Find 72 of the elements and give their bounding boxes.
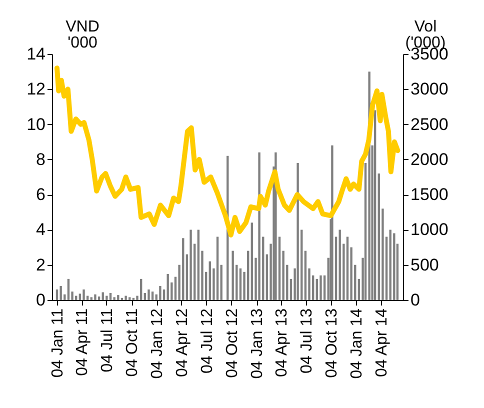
bar [78, 294, 82, 300]
y-tick-label: 4 [36, 220, 46, 240]
bar [182, 238, 184, 300]
y2-tick-label: 0 [410, 290, 420, 310]
bar [98, 296, 100, 300]
y2-tick-label: 3000 [410, 80, 448, 99]
bar [232, 250, 234, 300]
bar [128, 297, 131, 300]
x-tick-label: 04 Jul 12 [198, 308, 216, 374]
y-tick-label: 2 [36, 255, 46, 274]
x-tick-label: 04 Apr 12 [174, 308, 191, 377]
x-tick-label: 04 Oct 13 [324, 308, 341, 378]
bar [67, 278, 70, 300]
bar [208, 261, 211, 300]
bar [346, 236, 349, 300]
bar [151, 292, 154, 300]
bar [106, 296, 108, 300]
bar [140, 278, 142, 300]
bar [239, 268, 242, 300]
bar [124, 296, 127, 300]
bar [60, 286, 62, 300]
x-tick-label: 04 Apr 11 [74, 308, 92, 376]
bar [148, 289, 150, 300]
bar [190, 230, 192, 300]
y-tick-label: 0 [36, 290, 46, 310]
bar [56, 289, 58, 300]
bar [323, 275, 326, 300]
x-tick-label: 04 Jan 12 [149, 308, 166, 379]
bar [94, 294, 96, 300]
x-tick-label: 04 Jan 13 [249, 308, 266, 379]
y-tick-label: 14 [26, 44, 46, 64]
bar [117, 295, 120, 300]
bar [109, 292, 112, 300]
x-tick-label: 04 Jan 14 [348, 308, 366, 379]
bar [296, 162, 299, 300]
bar [247, 250, 250, 300]
bar [90, 297, 92, 300]
bar [82, 289, 85, 300]
y-tick-label: 6 [36, 185, 46, 204]
x-tick-label: 04 Oct 12 [224, 308, 241, 378]
y2-tick-label: 1000 [410, 220, 448, 240]
y-tick-label: 12 [26, 80, 46, 99]
y-tick-label: 10 [26, 114, 46, 134]
bar [144, 292, 146, 300]
x-tick-label: 04 Jul 11 [98, 308, 116, 372]
x-tick-label: 04 Oct 11 [124, 308, 142, 377]
bar [389, 230, 392, 300]
y2-tick-label: 1500 [410, 185, 448, 204]
x-tick-label: 04 Apr 14 [373, 308, 390, 377]
y-axis-title: VND '000 [66, 18, 100, 52]
bar [393, 233, 396, 300]
x-tick-label: 04 Jul 13 [298, 308, 316, 374]
bar [331, 145, 334, 300]
y2-tick-label: 500 [410, 255, 439, 274]
bar [320, 275, 322, 300]
bar [304, 250, 307, 300]
y2-tick-label: 2500 [410, 114, 448, 134]
bar [250, 222, 254, 300]
x-tick-label: 04 Apr 13 [274, 308, 291, 377]
x-tick-label: 04 Jan 11 [50, 308, 66, 378]
bar [378, 173, 380, 300]
bar [374, 110, 376, 300]
bar [113, 297, 116, 300]
y-tick-label: 8 [36, 150, 46, 169]
bar [216, 236, 219, 300]
bar [166, 274, 169, 300]
bar [159, 286, 162, 300]
y2-tick-label: 2000 [410, 150, 448, 169]
bar [338, 230, 341, 300]
bar [220, 264, 222, 300]
bar [197, 230, 200, 300]
bar [316, 278, 318, 300]
